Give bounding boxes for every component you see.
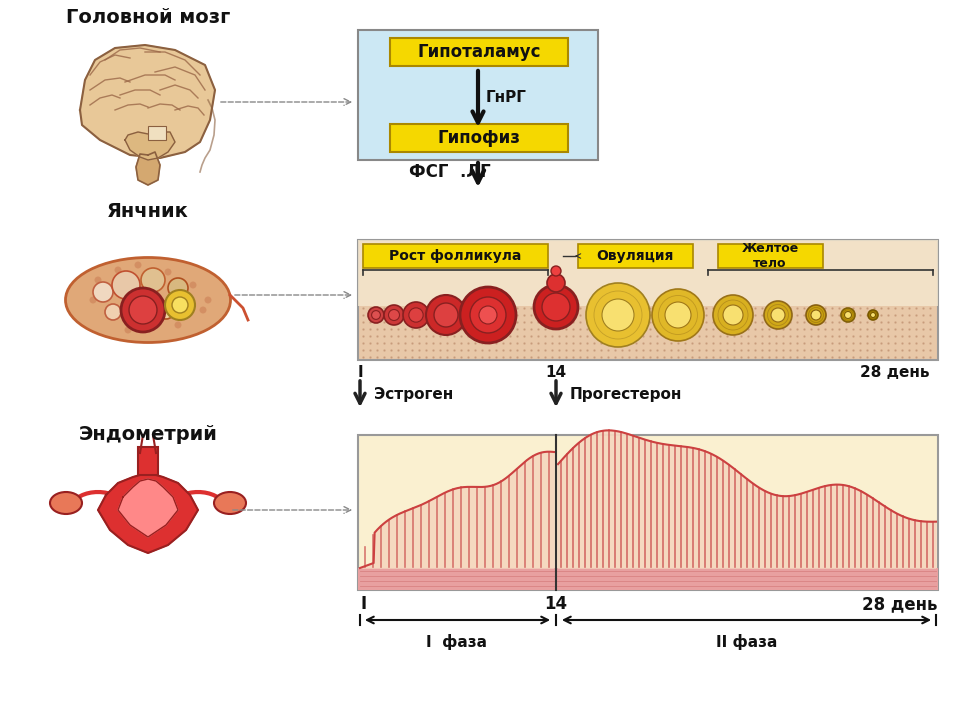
Text: Желтое
тело: Желтое тело [741,242,799,270]
Text: I: I [360,595,366,613]
Circle shape [771,308,785,322]
Bar [358,240,938,306]
Polygon shape [125,132,175,160]
Ellipse shape [50,492,82,514]
Polygon shape [558,431,936,568]
Circle shape [89,297,97,304]
Circle shape [125,326,132,333]
Circle shape [602,299,634,331]
Text: Головной мозг: Головной мозг [66,8,230,27]
Circle shape [165,290,195,320]
Circle shape [426,295,466,335]
Bar [390,124,568,152]
Circle shape [403,302,429,328]
Bar [718,244,823,268]
Bar [148,126,166,140]
Text: I: I [357,365,363,380]
Ellipse shape [214,492,246,514]
Bar [358,30,598,160]
Text: ФСГ  .ЛГ: ФСГ .ЛГ [409,163,491,181]
Text: Рост фолликула: Рост фолликула [390,249,521,263]
Text: Янчник: Янчник [108,202,189,221]
Bar [358,240,938,360]
Text: Эстроген: Эстроген [374,387,453,402]
Circle shape [134,261,141,269]
Circle shape [112,271,140,299]
Polygon shape [360,451,554,568]
Text: Прогестерон: Прогестерон [570,387,683,402]
Circle shape [93,282,113,302]
Circle shape [200,307,206,313]
Bar [363,244,548,268]
Circle shape [534,285,578,329]
Circle shape [189,282,197,289]
Circle shape [172,297,188,313]
Circle shape [157,301,175,319]
Text: II фаза: II фаза [716,634,778,650]
Text: Овуляция: Овуляция [596,249,674,263]
Bar [358,568,938,590]
Circle shape [164,269,172,276]
Bar [578,244,693,268]
Circle shape [434,303,458,327]
Circle shape [129,296,157,324]
Circle shape [547,274,565,292]
Text: 14: 14 [544,595,567,613]
Circle shape [479,306,497,324]
Text: Гипоталамус: Гипоталамус [418,43,540,61]
Bar [138,447,158,475]
Text: 14: 14 [545,365,566,380]
Ellipse shape [65,258,230,343]
Circle shape [105,304,121,320]
Bar [358,435,938,590]
Circle shape [845,312,852,318]
Circle shape [384,305,404,325]
Circle shape [542,293,570,321]
Circle shape [871,312,876,318]
Circle shape [723,305,743,325]
Circle shape [409,308,423,322]
Circle shape [586,283,650,347]
Circle shape [372,310,380,320]
Circle shape [368,307,384,323]
Circle shape [764,301,792,329]
Circle shape [175,322,181,328]
Circle shape [389,310,399,320]
Polygon shape [98,473,198,553]
Circle shape [121,288,165,332]
Circle shape [114,266,122,274]
Circle shape [841,308,855,322]
Circle shape [551,266,561,276]
Circle shape [470,297,506,333]
Circle shape [141,268,165,292]
Text: Гипофиз: Гипофиз [438,129,520,147]
Text: Эндометрий: Эндометрий [79,425,217,444]
Polygon shape [118,479,178,537]
Circle shape [665,302,691,328]
Circle shape [652,289,704,341]
Polygon shape [80,45,215,158]
Text: ГнРГ: ГнРГ [486,91,527,106]
Circle shape [460,287,516,343]
Text: 28 день: 28 день [860,365,930,380]
Text: I  фаза: I фаза [426,634,488,650]
Bar [390,38,568,66]
Polygon shape [136,152,160,185]
Text: 28 день: 28 день [862,595,938,613]
Circle shape [168,278,188,298]
Circle shape [204,297,211,304]
Circle shape [868,310,878,320]
Circle shape [713,295,753,335]
Circle shape [811,310,821,320]
Circle shape [94,276,102,284]
Circle shape [806,305,826,325]
